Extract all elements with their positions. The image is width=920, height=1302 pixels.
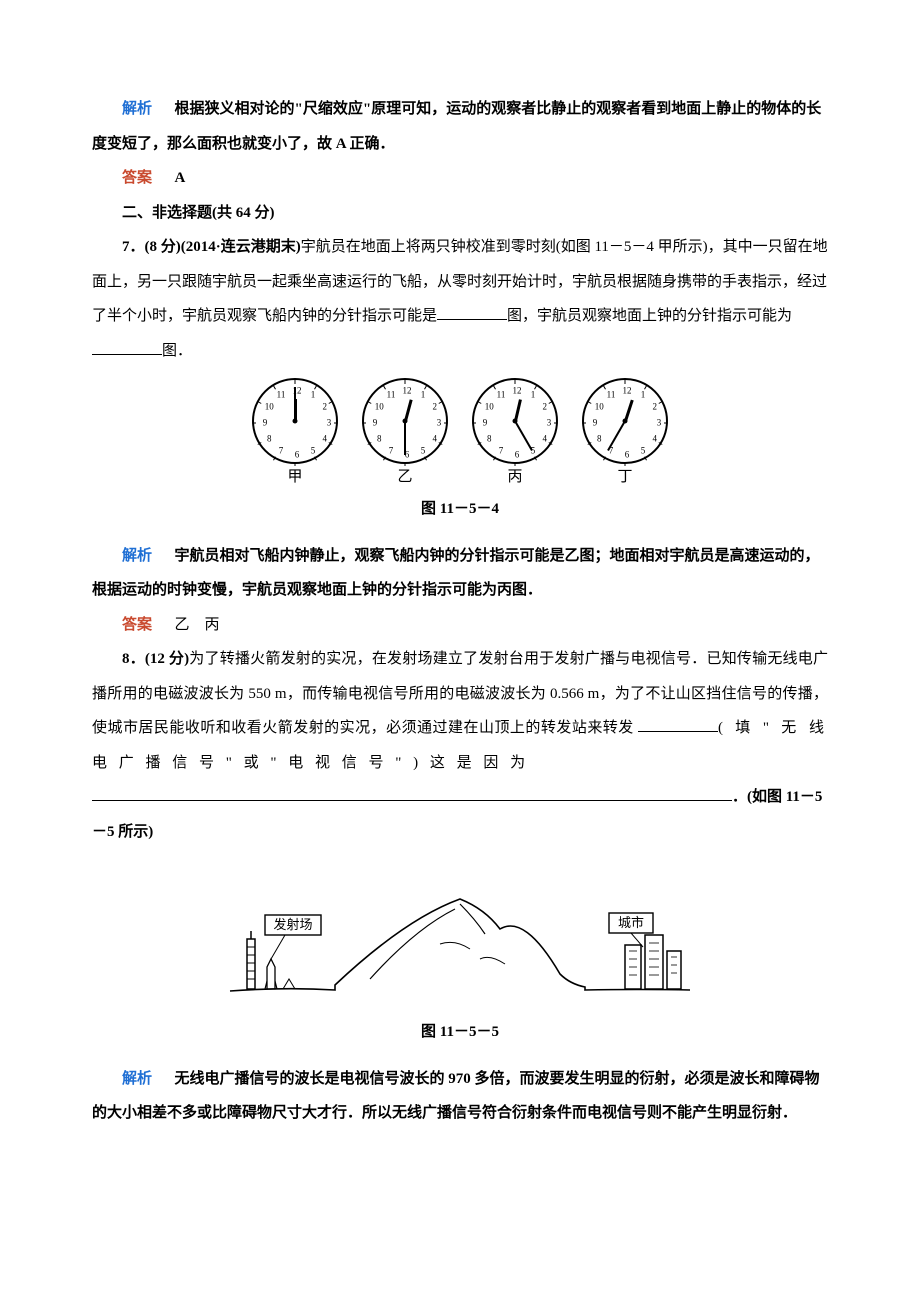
clock-face: 121234567891011 bbox=[362, 378, 448, 464]
clock-number: 11 bbox=[607, 385, 616, 406]
clock-center bbox=[513, 419, 518, 424]
svg-text:城市: 城市 bbox=[618, 915, 644, 930]
answer-label: 答案 bbox=[122, 170, 152, 186]
q6-analysis-text: 根据狭义相对论的"尺缩效应"原理可知，运动的观察者比静止的观察者看到地面上静止的… bbox=[92, 101, 821, 152]
clock-number: 10 bbox=[485, 397, 494, 418]
clock-unit: 121234567891011 甲 bbox=[252, 378, 338, 486]
clocks-figure: 121234567891011甲121234567891011乙12123456… bbox=[92, 378, 828, 486]
blank-input bbox=[638, 717, 718, 732]
clock-label: 乙 bbox=[397, 468, 412, 486]
q6-analysis: 解析 根据狭义相对论的"尺缩效应"原理可知，运动的观察者比静止的观察者看到地面上… bbox=[92, 92, 828, 161]
analysis-label: 解析 bbox=[122, 101, 152, 117]
clock-number: 8 bbox=[377, 429, 382, 450]
clock-number: 8 bbox=[487, 429, 492, 450]
clock-label: 丁 bbox=[617, 468, 632, 486]
clock-number: 4 bbox=[432, 429, 437, 450]
q7-text-c: 图． bbox=[162, 343, 192, 359]
clock-number: 11 bbox=[277, 385, 286, 406]
clock-face: 121234567891011 bbox=[252, 378, 338, 464]
blank-input bbox=[92, 786, 732, 801]
blank-input bbox=[437, 305, 507, 320]
clock-center bbox=[403, 419, 408, 424]
clock-number: 3 bbox=[437, 413, 442, 434]
mountain-svg: 发射场 城市 bbox=[225, 859, 695, 1009]
clock-center bbox=[623, 419, 628, 424]
clock-number: 4 bbox=[652, 429, 657, 450]
clock-number: 3 bbox=[547, 413, 552, 434]
q8-analysis-text: 无线电广播信号的波长是电视信号波长的 970 多倍，而波要发生明显的衍射，必须是… bbox=[92, 1071, 820, 1122]
launch-label-text: 发射场 bbox=[273, 917, 312, 932]
q7-text-b: 图，宇航员观察地面上钟的分针指示可能为 bbox=[507, 308, 792, 324]
clock-label: 丙 bbox=[507, 468, 522, 486]
section-2-header: 二、非选择题(共 64 分) bbox=[92, 196, 828, 231]
answer-label: 答案 bbox=[122, 617, 152, 633]
clock-label: 甲 bbox=[287, 468, 302, 486]
q6-answer: 答案 A bbox=[92, 161, 828, 196]
clock-number: 10 bbox=[595, 397, 604, 418]
analysis-label: 解析 bbox=[122, 1071, 152, 1087]
q7-prefix: 7．(8 分)(2014·连云港期末) bbox=[122, 239, 301, 255]
clock-number: 10 bbox=[265, 397, 274, 418]
clock-number: 7 bbox=[389, 440, 394, 461]
clock-unit: 121234567891011 丁 bbox=[582, 378, 668, 486]
q7-analysis: 解析 宇航员相对飞船内钟静止，观察飞船内钟的分针指示可能是乙图；地面相对宇航员是… bbox=[92, 539, 828, 608]
clock-unit: 121234567891011 乙 bbox=[362, 378, 448, 486]
clock-number: 10 bbox=[375, 397, 384, 418]
clock-number: 3 bbox=[327, 413, 332, 434]
q7-fig-caption: 图 11－5－4 bbox=[92, 492, 828, 527]
q8-stem-line2: ．(如图 11－5－5 所示) bbox=[92, 780, 828, 849]
clock-unit: 121234567891011 丙 bbox=[472, 378, 558, 486]
q7-stem: 7．(8 分)(2014·连云港期末)宇航员在地面上将两只钟校准到零时刻(如图 … bbox=[92, 230, 828, 368]
clock-number: 8 bbox=[597, 429, 602, 450]
blank-input bbox=[92, 340, 162, 355]
clock-face: 121234567891011 bbox=[472, 378, 558, 464]
clock-face: 121234567891011 bbox=[582, 378, 668, 464]
analysis-label: 解析 bbox=[122, 548, 152, 564]
q8-prefix: 8．(12 分) bbox=[122, 651, 189, 667]
clock-number: 4 bbox=[322, 429, 327, 450]
clock-number: 7 bbox=[499, 440, 504, 461]
q8-analysis: 解析 无线电广播信号的波长是电视信号波长的 970 多倍，而波要发生明显的衍射，… bbox=[92, 1062, 828, 1131]
clock-center bbox=[293, 419, 298, 424]
minute-hand bbox=[404, 421, 406, 455]
clock-number: 8 bbox=[267, 429, 272, 450]
clock-number: 4 bbox=[542, 429, 547, 450]
mountain-figure: 发射场 城市 bbox=[92, 859, 828, 1009]
q8-stem: 8．(12 分)为了转播火箭发射的实况，在发射场建立了发射台用于发射广播与电视信… bbox=[92, 642, 828, 780]
q7-answer-text: 乙 丙 bbox=[175, 617, 220, 633]
q6-answer-text: A bbox=[175, 170, 186, 186]
clock-number: 11 bbox=[497, 385, 506, 406]
minute-hand bbox=[607, 421, 626, 451]
clock-number: 7 bbox=[279, 440, 284, 461]
clock-number: 11 bbox=[387, 385, 396, 406]
minute-hand bbox=[294, 387, 296, 421]
q7-analysis-text: 宇航员相对飞船内钟静止，观察飞船内钟的分针指示可能是乙图；地面相对宇航员是高速运… bbox=[92, 548, 820, 599]
q8-fig-caption: 图 11－5－5 bbox=[92, 1015, 828, 1050]
clock-number: 3 bbox=[657, 413, 662, 434]
q7-answer: 答案 乙 丙 bbox=[92, 608, 828, 643]
